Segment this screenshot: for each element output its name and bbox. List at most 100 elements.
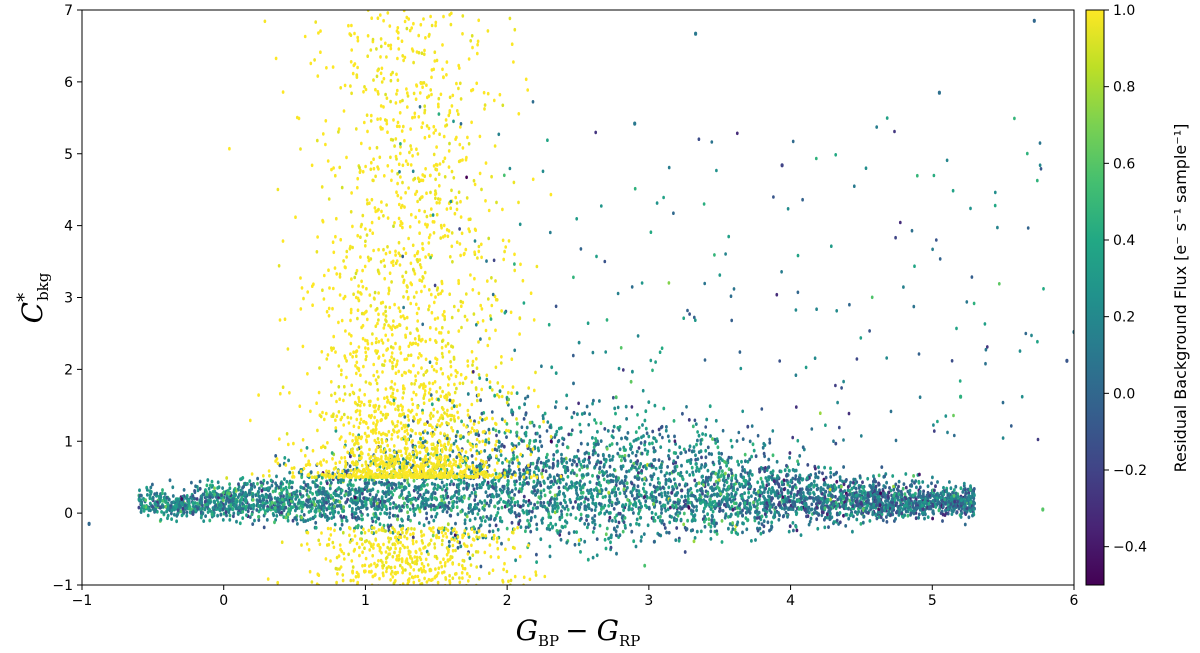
- data-point: [797, 498, 801, 503]
- data-point: [816, 526, 820, 531]
- data-point: [735, 439, 739, 443]
- data-point: [748, 457, 752, 462]
- data-point: [913, 491, 917, 496]
- data-point: [500, 417, 504, 422]
- data-point: [829, 466, 832, 471]
- data-point: [780, 480, 784, 485]
- data-point: [454, 489, 458, 494]
- data-point: [901, 507, 905, 511]
- data-point: [741, 521, 745, 526]
- data-point: [663, 526, 667, 530]
- data-point: [972, 487, 976, 491]
- data-point: [803, 496, 807, 501]
- data-point: [191, 501, 195, 505]
- data-point: [524, 466, 528, 470]
- data-point: [549, 515, 553, 520]
- data-point: [563, 494, 567, 499]
- data-point: [565, 460, 569, 465]
- data-point: [824, 489, 827, 494]
- data-point: [763, 466, 767, 470]
- data-point: [914, 501, 918, 506]
- data-point: [615, 551, 618, 556]
- data-point: [588, 480, 592, 484]
- data-point: [694, 453, 697, 458]
- data-point: [560, 509, 563, 514]
- data-point: [875, 490, 879, 495]
- data-point: [869, 505, 873, 509]
- data-point: [892, 493, 896, 498]
- data-point: [603, 494, 607, 499]
- data-point: [384, 494, 388, 499]
- data-point: [680, 506, 684, 511]
- data-point: [728, 514, 732, 519]
- data-point: [523, 529, 527, 534]
- data-point: [280, 510, 283, 515]
- data-point: [714, 503, 718, 508]
- data-point: [148, 501, 152, 506]
- data-point: [535, 431, 539, 436]
- data-point: [928, 493, 932, 498]
- data-point: [624, 502, 628, 507]
- data-point: [391, 513, 395, 518]
- data-point: [608, 494, 612, 499]
- data-point: [575, 412, 579, 417]
- data-point: [757, 521, 761, 525]
- data-point: [871, 482, 875, 487]
- data-point: [662, 504, 666, 508]
- data-point: [155, 491, 159, 496]
- data-point: [275, 514, 279, 518]
- data-point: [460, 495, 464, 499]
- data-point: [433, 482, 437, 487]
- data-point: [515, 433, 519, 438]
- data-point: [314, 483, 318, 487]
- data-point: [618, 533, 622, 538]
- data-point: [842, 494, 846, 499]
- data-point: [666, 434, 670, 439]
- data-point: [496, 527, 500, 532]
- data-point: [532, 423, 536, 428]
- data-point: [660, 511, 663, 515]
- data-point: [713, 437, 717, 442]
- data-point: [835, 518, 839, 523]
- data-point: [493, 504, 497, 509]
- data-point: [510, 520, 514, 525]
- data-point: [648, 482, 652, 487]
- data-point: [302, 486, 306, 491]
- data-point: [398, 506, 402, 510]
- data-point: [378, 522, 382, 527]
- data-point: [398, 524, 402, 528]
- data-point: [698, 497, 702, 502]
- data-point: [618, 481, 622, 485]
- data-point: [668, 520, 672, 525]
- data-point: [570, 480, 573, 485]
- data-point: [860, 511, 863, 516]
- data-point: [763, 512, 767, 516]
- data-point: [702, 506, 706, 511]
- data-point: [407, 483, 411, 488]
- data-point: [195, 497, 199, 501]
- data-point: [664, 478, 668, 482]
- data-point: [391, 492, 395, 497]
- data-point: [742, 475, 746, 480]
- data-point: [610, 442, 614, 446]
- data-point: [930, 475, 934, 480]
- data-point: [308, 490, 312, 494]
- data-point: [403, 478, 407, 483]
- data-point: [769, 470, 773, 475]
- data-point: [652, 484, 656, 489]
- data-point: [798, 454, 802, 458]
- data-point: [646, 523, 650, 528]
- data-point: [918, 485, 922, 490]
- data-point: [459, 480, 463, 485]
- data-point: [932, 488, 936, 493]
- data-point: [309, 470, 313, 475]
- data-point: [753, 487, 757, 492]
- data-point: [586, 497, 590, 502]
- data-point: [764, 476, 768, 480]
- data-point: [676, 513, 680, 518]
- data-point: [409, 434, 413, 438]
- data-point: [814, 496, 818, 500]
- data-point: [640, 477, 644, 482]
- data-point: [429, 507, 433, 512]
- data-point: [715, 494, 719, 498]
